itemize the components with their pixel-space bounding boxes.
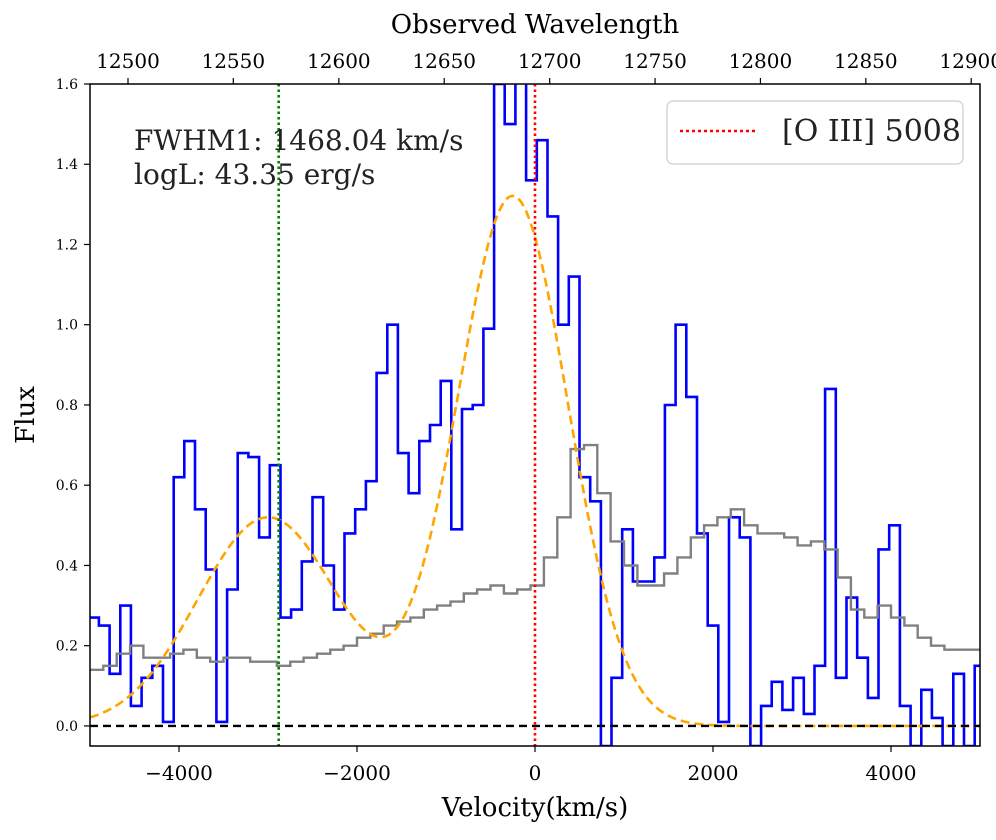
top-tick-label: 12900 [939, 49, 996, 73]
y-axis-title: Flux [11, 386, 41, 444]
top-axis-title: Observed Wavelength [391, 10, 680, 40]
top-tick-label: 12500 [96, 49, 160, 73]
x-tick-label: −4000 [145, 761, 213, 785]
axis-ticks: −4000 −2000 0 2000 4000 0.0 0.2 0.4 0.6 0.8 1.0 1.2… [56, 49, 996, 785]
x-tick-label: 2000 [688, 761, 739, 785]
y-tick-label: 1.0 [56, 318, 78, 334]
x-axis-title: Velocity(km/s) [441, 793, 629, 823]
continuum-series [90, 443, 980, 671]
x-tick-label: −2000 [323, 761, 391, 785]
y-tick-label: 1.6 [56, 77, 78, 93]
legend-box [666, 100, 964, 165]
top-tick-label: 12550 [201, 49, 265, 73]
legend-label-oiii: [O III] 5008 [782, 114, 961, 149]
y-tick-label: 0.0 [56, 719, 78, 735]
top-tick-label: 12800 [729, 49, 793, 73]
y-tick-label: 1.4 [56, 157, 78, 173]
top-tick-label: 12850 [834, 49, 898, 73]
observed-flux-series [90, 84, 980, 746]
legend: [O III] 5008 [666, 100, 964, 165]
y-tick-label: 0.2 [56, 639, 78, 655]
annotation-fwhm: FWHM1: 1468.04 km/s [134, 124, 463, 157]
top-tick-label: 12650 [412, 49, 476, 73]
top-tick-label: 12600 [307, 49, 371, 73]
plot-frame [89, 83, 981, 747]
x-tick-label: 0 [529, 761, 542, 785]
x-tick-label: 4000 [866, 761, 917, 785]
top-tick-label: 12700 [518, 49, 582, 73]
annotation-logl: logL: 43.35 erg/s [134, 158, 375, 191]
top-tick-label: 12750 [623, 49, 687, 73]
gaussian-fit-series [90, 194, 980, 728]
plot-area [90, 84, 980, 746]
y-tick-label: 1.2 [56, 237, 78, 253]
y-tick-label: 0.8 [56, 398, 78, 414]
y-tick-label: 0.4 [56, 558, 78, 574]
y-tick-label: 0.6 [56, 478, 78, 494]
